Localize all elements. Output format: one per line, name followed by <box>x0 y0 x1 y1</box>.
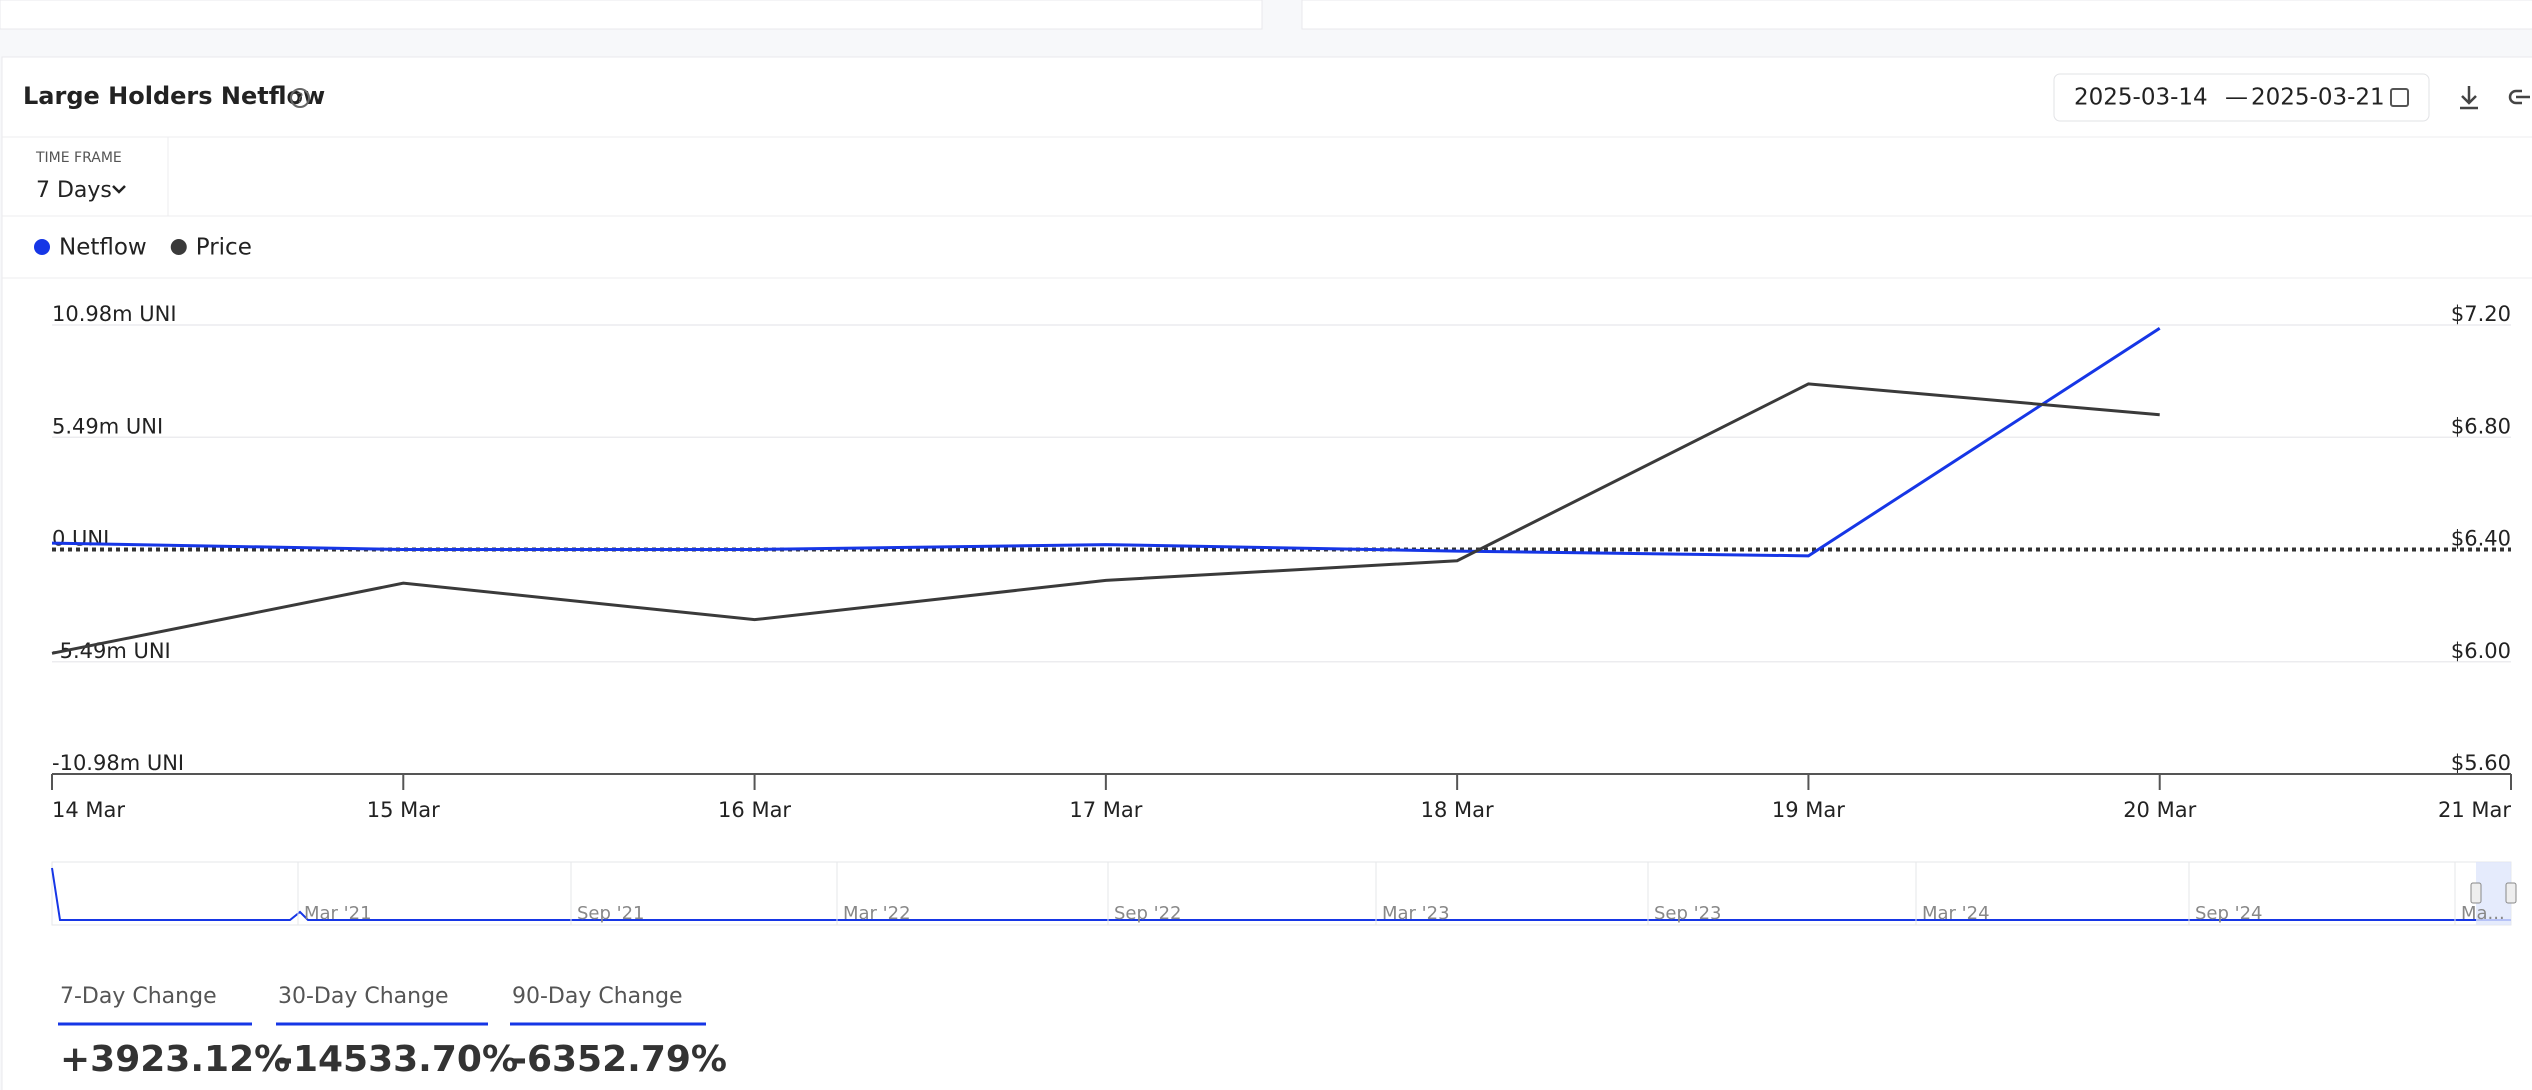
navigator-label: Mar '24 <box>1922 903 1990 924</box>
navigator-label: Sep '21 <box>577 903 645 924</box>
top-card-left <box>0 0 1263 30</box>
x-tick-label: 19 Mar <box>1772 798 1845 822</box>
y2-tick-label: $6.40 <box>2451 527 2511 551</box>
legend-label[interactable]: Price <box>196 235 252 261</box>
x-tick-label: 21 Mar <box>2438 798 2511 822</box>
navigator-label: Ma... <box>2461 903 2505 924</box>
x-tick-label: 14 Mar <box>52 798 125 822</box>
link-icon[interactable] <box>2508 89 2530 105</box>
date-from: 2025-03-14 <box>2074 85 2208 111</box>
date-separator: — <box>2225 85 2248 111</box>
navigator-label: Sep '22 <box>1114 903 1182 924</box>
navigator-handle[interactable] <box>2470 882 2482 904</box>
y-tick-label: 0 UNI <box>52 527 109 551</box>
date-range[interactable] <box>2053 73 2430 122</box>
change-value: +3923.12% <box>60 1039 290 1080</box>
navigator-handle[interactable] <box>2505 882 2517 904</box>
navigator-line <box>51 867 2511 921</box>
y2-tick-label: $6.00 <box>2451 639 2511 663</box>
help-glyph: ? <box>297 92 304 107</box>
series-line <box>51 327 2161 558</box>
card-title: Large Holders Netflow <box>23 82 325 110</box>
y2-tick-label: $5.60 <box>2451 751 2511 775</box>
navigator-label: Mar '22 <box>843 903 911 924</box>
navigator-label: Sep '24 <box>2195 903 2263 924</box>
dropdown-chevron <box>112 185 126 194</box>
navigator-selection[interactable] <box>2476 862 2511 925</box>
navigator[interactable] <box>51 861 2512 926</box>
y-tick-label: 10.98m UNI <box>52 302 177 326</box>
download-icon[interactable] <box>2460 86 2478 110</box>
navigator-label: Sep '23 <box>1654 903 1722 924</box>
y2-tick-label: $6.80 <box>2451 414 2511 438</box>
navigator-label: Mar '23 <box>1382 903 1450 924</box>
y-tick-label: -10.98m UNI <box>52 751 184 775</box>
timeframe-label: TIME FRAME <box>35 150 122 166</box>
legend-dot[interactable] <box>170 239 187 255</box>
x-tick-label: 20 Mar <box>2123 798 2196 822</box>
y2-tick-label: $7.20 <box>2451 302 2511 326</box>
x-tick-label: 16 Mar <box>718 798 791 822</box>
card <box>1 56 2532 1090</box>
y-tick-label: 5.49m UNI <box>52 414 163 438</box>
date-to: 2025-03-21 <box>2251 85 2385 111</box>
change-label[interactable]: 7-Day Change <box>60 984 217 1009</box>
legend-dot[interactable] <box>34 239 50 255</box>
help-icon[interactable] <box>290 88 310 108</box>
change-label[interactable]: 90-Day Change <box>512 984 683 1009</box>
navigator-label: Mar '21 <box>304 903 372 924</box>
legend-label[interactable]: Netflow <box>59 235 147 261</box>
change-label[interactable]: 30-Day Change <box>278 984 449 1009</box>
calendar-icon[interactable] <box>2390 88 2409 107</box>
top-card-right <box>1301 0 2532 30</box>
change-value: -6352.79% <box>512 1039 727 1080</box>
x-tick-label: 15 Mar <box>367 798 440 822</box>
timeframe-value[interactable]: 7 Days <box>36 178 112 203</box>
x-tick-label: 18 Mar <box>1421 798 1494 822</box>
change-value: -14533.70% <box>278 1039 518 1080</box>
x-tick-label: 17 Mar <box>1069 798 1142 822</box>
series-line <box>51 382 2160 655</box>
